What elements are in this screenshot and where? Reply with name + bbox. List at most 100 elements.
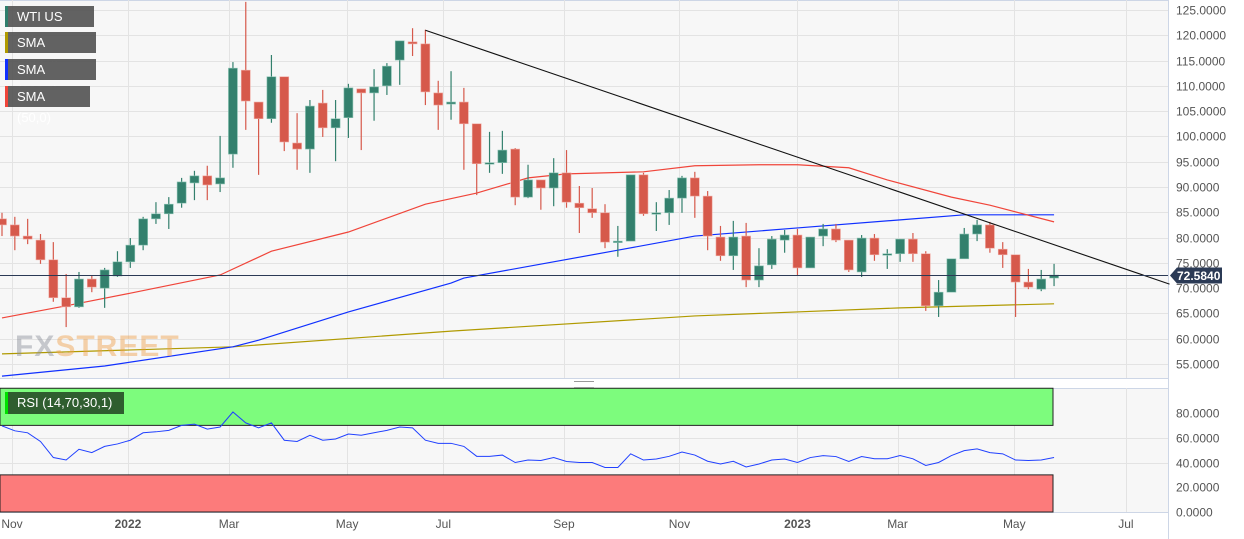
candle-bullish[interactable] — [446, 101, 456, 105]
legend-symbol[interactable]: WTI US OIL — [5, 6, 94, 45]
candle-bearish[interactable] — [638, 174, 649, 215]
candle-bearish[interactable] — [433, 92, 444, 106]
candle-bullish[interactable] — [972, 224, 982, 235]
candle-bearish[interactable] — [574, 202, 585, 209]
candle-bearish[interactable] — [690, 177, 700, 197]
candle-bearish[interactable] — [741, 235, 751, 281]
candle-bullish[interactable] — [125, 244, 136, 263]
legend-rsi[interactable]: RSI (14,70,30,1) — [5, 392, 125, 414]
pane-resize-handle[interactable] — [574, 381, 594, 388]
candle-bullish[interactable] — [99, 269, 110, 289]
candle-bearish[interactable] — [702, 195, 713, 237]
candle-bullish[interactable] — [548, 172, 559, 189]
candle-bullish[interactable] — [228, 67, 238, 155]
candle-bullish[interactable] — [664, 197, 674, 214]
candle-bullish[interactable] — [651, 212, 662, 215]
candle-bullish[interactable] — [305, 105, 315, 150]
candle-bearish[interactable] — [61, 297, 71, 308]
x-tick-label: Nov — [669, 517, 690, 531]
y-tick-label: 105.0000 — [1176, 105, 1226, 119]
candle-bearish[interactable] — [920, 253, 931, 307]
candle-bearish[interactable] — [35, 239, 46, 261]
candle-bullish[interactable] — [343, 87, 354, 119]
candle-bullish[interactable] — [856, 237, 867, 273]
candle-bearish[interactable] — [536, 179, 546, 189]
sma100-color-swatch — [5, 59, 8, 80]
candle-bearish[interactable] — [471, 123, 482, 165]
candle-bearish[interactable] — [356, 88, 367, 94]
candle-bearish[interactable] — [317, 102, 328, 129]
y-tick-label: 110.0000 — [1176, 80, 1225, 94]
candle-bullish[interactable] — [484, 162, 495, 165]
candle-bullish[interactable] — [805, 236, 816, 269]
candle-bullish[interactable] — [818, 228, 828, 237]
candle-bearish[interactable] — [587, 208, 597, 214]
candle-bearish[interactable] — [87, 278, 97, 288]
candle-bullish[interactable] — [330, 118, 341, 129]
candle-bearish[interactable] — [843, 239, 854, 271]
candle-bullish[interactable] — [112, 261, 123, 277]
candle-bearish[interactable] — [292, 142, 302, 150]
fxstreet-watermark: FXSTREET — [15, 330, 180, 363]
candle-bullish[interactable] — [215, 177, 225, 185]
candle-bullish[interactable] — [1036, 278, 1047, 290]
candle-bearish[interactable] — [1010, 254, 1021, 283]
rsi-y-tick-label: 0.0000 — [1176, 506, 1213, 520]
candle-bearish[interactable] — [561, 172, 572, 203]
candle-bullish[interactable] — [895, 238, 905, 255]
candle-bullish[interactable] — [394, 40, 405, 61]
candle-bullish[interactable] — [497, 149, 508, 164]
candle-bullish[interactable] — [933, 291, 944, 307]
candle-bullish[interactable] — [959, 233, 970, 260]
candle-bearish[interactable] — [831, 228, 841, 241]
candle-bullish[interactable] — [163, 203, 174, 215]
x-tick-label: Mar — [887, 517, 908, 531]
legend-sma100[interactable]: SMA (100,0) — [5, 59, 96, 98]
candle-bullish[interactable] — [266, 76, 277, 120]
candle-bearish[interactable] — [10, 224, 20, 237]
candle-bullish[interactable] — [138, 218, 148, 246]
candle-bullish[interactable] — [151, 213, 161, 220]
candle-bullish[interactable] — [728, 236, 739, 257]
x-tick-label: 2023 — [784, 517, 811, 531]
candle-bearish[interactable] — [22, 235, 33, 240]
candle-bullish[interactable] — [677, 177, 687, 199]
candle-bearish[interactable] — [48, 259, 59, 299]
candle-bullish[interactable] — [189, 175, 200, 184]
candle-bullish[interactable] — [74, 278, 84, 308]
candle-bearish[interactable] — [985, 224, 995, 249]
candle-bullish[interactable] — [754, 265, 764, 281]
candle-bearish[interactable] — [869, 237, 880, 256]
candle-bearish[interactable] — [253, 101, 264, 120]
candle-bearish[interactable] — [420, 43, 431, 93]
candle-bullish[interactable] — [882, 253, 893, 256]
candle-bullish[interactable] — [766, 238, 777, 266]
candle-bearish[interactable] — [407, 41, 418, 45]
candle-bearish[interactable] — [202, 175, 213, 186]
candle-bearish[interactable] — [510, 148, 521, 198]
candle-bullish[interactable] — [369, 86, 379, 94]
x-tick-label: Sep — [553, 517, 575, 531]
candle-bearish[interactable] — [792, 234, 803, 269]
candle-bearish[interactable] — [279, 76, 290, 143]
candle-bullish[interactable] — [613, 240, 623, 243]
candle-bullish[interactable] — [382, 65, 392, 87]
candle-bearish[interactable] — [715, 236, 726, 257]
candle-bearish[interactable] — [600, 212, 610, 243]
candle-bearish[interactable] — [0, 218, 7, 226]
candle-bullish[interactable] — [779, 234, 790, 241]
candle-bearish[interactable] — [908, 238, 918, 255]
legend-sma50[interactable]: SMA (50,0) — [5, 86, 90, 125]
legend-label: SMA (50,0) — [17, 89, 51, 125]
trendline[interactable] — [425, 29, 1170, 285]
candle-bearish[interactable] — [240, 69, 251, 102]
legend-sma200[interactable]: SMA (200,0) — [5, 32, 96, 71]
candle-bearish[interactable] — [997, 248, 1008, 256]
candle-bullish[interactable] — [176, 181, 187, 204]
candle-bullish[interactable] — [523, 179, 533, 198]
candle-bullish[interactable] — [625, 174, 636, 242]
x-tick-label: Mar — [219, 517, 240, 531]
candle-bearish[interactable] — [1023, 281, 1034, 288]
candle-bearish[interactable] — [459, 101, 469, 125]
